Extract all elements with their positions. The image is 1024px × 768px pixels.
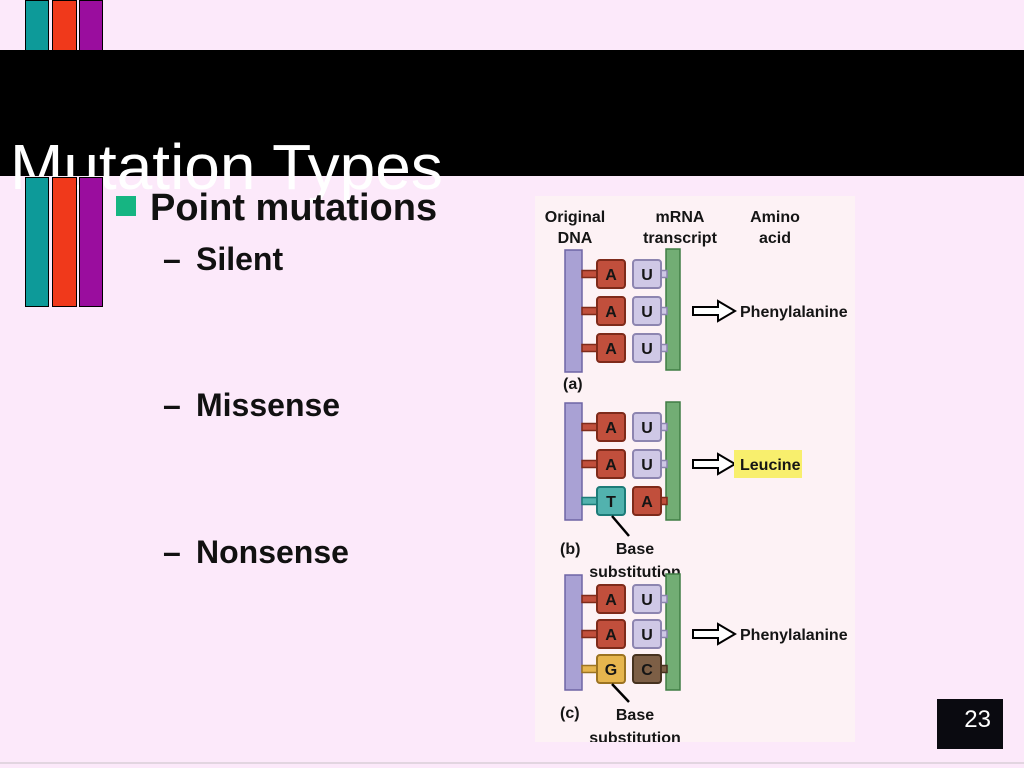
decorative-bar-teal-top	[25, 0, 49, 51]
dash-icon: –	[163, 387, 181, 423]
rna-base-block	[632, 449, 662, 479]
dna-base-block	[596, 333, 626, 363]
amino-acid-label: Leucine	[740, 457, 801, 474]
right-arrow-icon	[692, 622, 737, 646]
dash-icon: –	[163, 534, 181, 570]
base-letter: C	[641, 662, 653, 679]
header-mrna-transcript: transcript	[643, 230, 717, 247]
base-letter: G	[605, 662, 617, 679]
base-letter: A	[605, 341, 617, 358]
right-arrow-icon	[692, 452, 737, 476]
leucine-highlight	[734, 450, 802, 478]
annotation-pointer-line	[611, 515, 630, 537]
rna-base-block	[632, 333, 662, 363]
base-letter: U	[641, 341, 653, 358]
annotation-substitution: substitution	[589, 564, 681, 581]
bullet-square-icon	[116, 196, 136, 216]
dna-base-block	[596, 412, 626, 442]
page-number: 23	[964, 706, 991, 733]
bottom-divider	[0, 762, 1024, 764]
dna-base-block-substituted	[596, 654, 626, 684]
annotation-base: Base	[616, 707, 654, 724]
annotation-pointer-line	[611, 683, 630, 703]
panel-c: A U A U G C Phenylalanine (c)	[560, 573, 848, 742]
base-letter: U	[641, 457, 653, 474]
decorative-bar-red-side	[52, 177, 77, 307]
rna-base-block	[632, 619, 662, 649]
rna-base-block	[632, 259, 662, 289]
base-letter: A	[605, 304, 617, 321]
dna-base-block	[596, 584, 626, 614]
page-number-box: 23	[937, 699, 1003, 749]
right-arrow-icon	[692, 299, 737, 323]
decorative-bar-purple-side	[79, 177, 103, 307]
mutation-figure-svg: Original DNA mRNA transcript Amino acid …	[545, 209, 848, 742]
sub-bullet-label: Missense	[196, 387, 341, 423]
header-amino-acid: Amino	[750, 209, 800, 226]
dna-base-block-substituted	[596, 486, 626, 516]
dna-base-block	[596, 449, 626, 479]
base-letter: A	[605, 267, 617, 284]
mrna-backbone	[665, 573, 681, 691]
bullet-point-mutations: Point mutations	[150, 187, 438, 229]
base-letter: A	[605, 457, 617, 474]
sub-bullet-missense: – Missense	[163, 389, 340, 421]
dna-base-block	[596, 619, 626, 649]
rna-base-block	[632, 486, 662, 516]
header-mrna-transcript: mRNA	[656, 209, 705, 226]
decorative-bar-purple-top	[79, 0, 103, 51]
rna-base-block	[632, 296, 662, 326]
panel-a: A U A U A U Phenylalanine (a)	[563, 248, 848, 393]
header-original-dna: Original	[545, 209, 605, 226]
decorative-bar-red-top	[52, 0, 77, 51]
rna-base-block	[632, 654, 662, 684]
title-bar: Mutation Types	[0, 50, 1024, 199]
panel-label: (a)	[563, 376, 583, 393]
dash-icon: –	[163, 241, 181, 277]
dna-backbone	[564, 249, 583, 373]
annotation-substitution: substitution	[589, 730, 681, 742]
annotation-base: Base	[616, 541, 654, 558]
panel-label: (c)	[560, 705, 580, 722]
decorative-bar-teal-side	[25, 177, 49, 307]
base-letter: A	[641, 494, 653, 511]
rna-base-block	[632, 584, 662, 614]
amino-acid-label: Phenylalanine	[740, 627, 848, 644]
dna-backbone	[564, 402, 583, 521]
dna-base-block	[596, 259, 626, 289]
dna-backbone	[564, 574, 583, 691]
base-letter: U	[641, 267, 653, 284]
base-letter: U	[641, 304, 653, 321]
panel-b: A U A U T A Leucine (b)	[560, 401, 802, 581]
mrna-backbone	[665, 401, 681, 521]
header-amino-acid: acid	[759, 230, 791, 247]
sub-bullet-label: Silent	[196, 241, 284, 277]
sub-bullet-silent: – Silent	[163, 243, 283, 275]
sub-bullet-label: Nonsense	[196, 534, 349, 570]
base-letter: U	[641, 420, 653, 437]
base-letter: U	[641, 592, 653, 609]
amino-acid-label: Phenylalanine	[740, 304, 848, 321]
mrna-backbone	[665, 248, 681, 371]
base-letter: A	[605, 627, 617, 644]
base-letter: A	[605, 420, 617, 437]
base-letter: T	[606, 494, 616, 511]
base-letter: A	[605, 592, 617, 609]
dna-base-block	[596, 296, 626, 326]
header-original-dna: DNA	[558, 230, 593, 247]
mutation-figure: Original DNA mRNA transcript Amino acid …	[535, 196, 855, 742]
sub-bullet-nonsense: – Nonsense	[163, 536, 349, 568]
panel-label: (b)	[560, 541, 580, 558]
base-letter: U	[641, 627, 653, 644]
rna-base-block	[632, 412, 662, 442]
